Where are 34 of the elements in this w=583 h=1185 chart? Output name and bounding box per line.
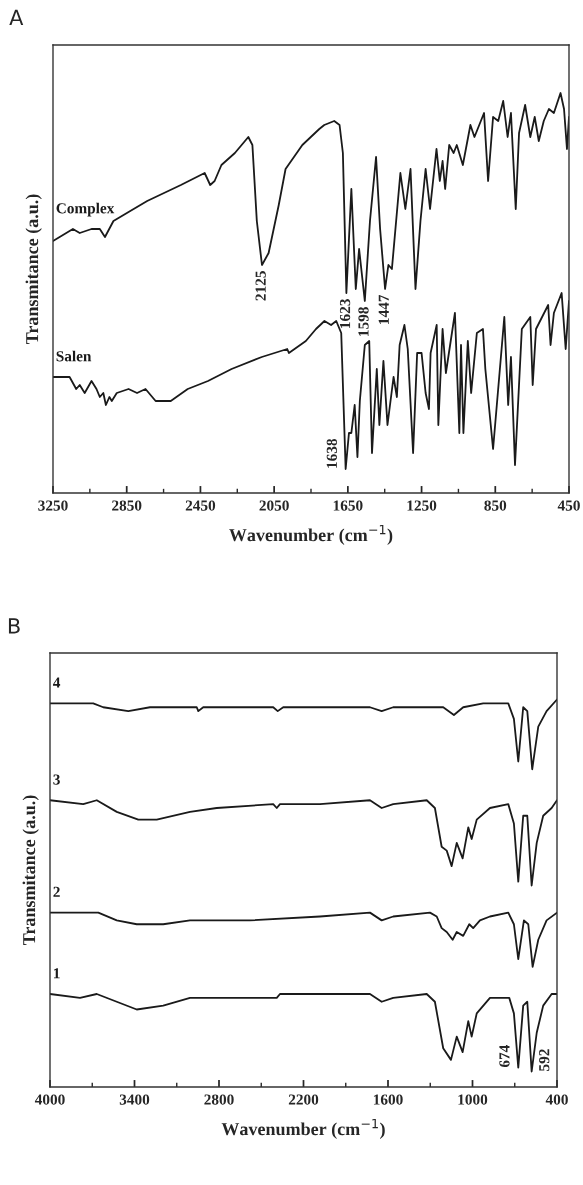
annotation: 2125 <box>255 271 266 301</box>
x-tick-label: 1000 <box>458 1094 488 1105</box>
y-axis-title: Transmitance (a.u.) <box>25 194 42 345</box>
annotation: 1638 <box>326 438 337 468</box>
x-tick-label: 450 <box>557 500 580 511</box>
chart-title: B <box>8 618 20 634</box>
x-tick-label: 2800 <box>204 1094 234 1105</box>
x-tick-label: 1600 <box>373 1094 403 1105</box>
x-tick-label: 1250 <box>407 500 437 511</box>
x-tick-label: 2200 <box>288 1094 319 1105</box>
annotation: 1598 <box>358 307 369 336</box>
x-tick-label: 2850 <box>112 500 142 511</box>
x-axis-title: Wavenumber (cm$^{−1}$) <box>221 1118 385 1139</box>
x-tick-label: 4000 <box>34 1094 65 1105</box>
annotation: 592 <box>539 1049 550 1071</box>
x-tick-label: 2050 <box>259 500 289 511</box>
x-tick-label: 1650 <box>333 500 363 511</box>
annotation: 674 <box>499 1044 510 1068</box>
series-label: Complex <box>56 202 115 217</box>
series-label: Salen <box>56 350 92 362</box>
x-tick-label: 400 <box>545 1094 568 1105</box>
x-tick-label: 3250 <box>38 500 68 511</box>
series-label: 1 <box>54 968 60 979</box>
annotation: 1447 <box>378 294 389 324</box>
x-tick-label: 3400 <box>119 1094 150 1105</box>
y-axis-title: Transmitance (a.u.) <box>22 795 39 946</box>
x-tick-label: 2450 <box>185 500 216 511</box>
series-label: 2 <box>53 886 60 897</box>
x-tick-label: 850 <box>484 500 507 511</box>
series-label: 3 <box>53 774 60 785</box>
chart-title: A <box>9 9 24 25</box>
x-axis-title: Wavenumber (cm$^{−1}$) <box>229 524 393 545</box>
annotation: 1623 <box>339 299 351 328</box>
series-label: 4 <box>52 677 61 688</box>
